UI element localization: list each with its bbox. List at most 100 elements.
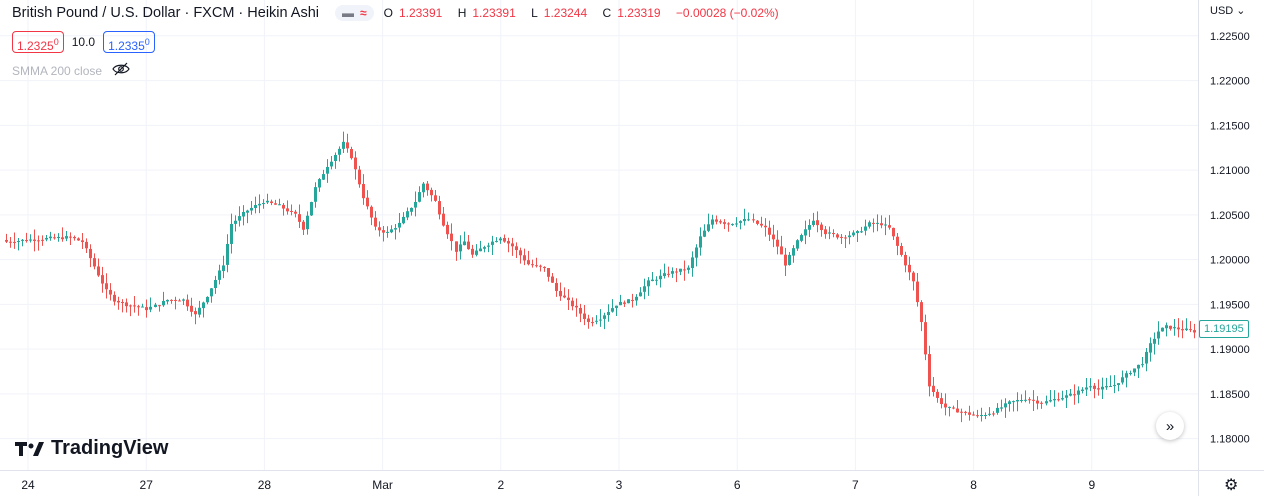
sell-price: 1.2325 [17, 39, 54, 53]
candle-body-up [611, 308, 614, 312]
symbol-title[interactable]: British Pound / U.S. Dollar · FXCM · Hei… [12, 5, 320, 21]
candle-body-down [1177, 327, 1180, 330]
candle-body-up [1081, 389, 1084, 391]
candle-body-down [113, 294, 116, 302]
time-tick-label: 2 [497, 478, 504, 492]
time-tick-label: Mar [372, 478, 393, 492]
tradingview-logo[interactable]: TradingView [15, 437, 168, 460]
candle-body-down [631, 299, 634, 301]
buy-button[interactable]: 1.23350 [103, 31, 155, 53]
scroll-to-realtime-button[interactable]: » [1156, 412, 1184, 440]
legend-toggle-pills[interactable]: ▬ ≈ [335, 5, 374, 21]
candle-body-down [511, 243, 514, 247]
candle-body-down [1028, 399, 1031, 401]
settings-gear-icon[interactable]: ⚙ [1224, 477, 1239, 494]
candle-body-down [836, 234, 839, 238]
candle-body-down [760, 223, 763, 226]
candle-body-up [422, 183, 425, 193]
candle-body-up [1085, 387, 1088, 390]
candle-body-up [1053, 399, 1056, 401]
candle-body-up [1133, 368, 1136, 373]
trade-panel: 1.23250 10.0 1.23350 [12, 31, 155, 53]
compare-wave-icon[interactable]: ≈ [360, 6, 367, 20]
candle-body-down [563, 295, 566, 298]
candle-body-up [394, 228, 397, 230]
candle-body-up [699, 236, 702, 248]
indicator-legend: SMMA 200 close [12, 62, 130, 79]
candle-body-up [731, 224, 734, 226]
candle-body-up [418, 192, 421, 202]
candle-body-up [487, 245, 490, 247]
time-tick-label: 8 [970, 478, 977, 492]
buy-price: 1.2335 [108, 39, 145, 53]
candle-body-down [85, 241, 88, 249]
minus-icon[interactable]: ▬ [342, 6, 355, 20]
candle-body-down [956, 408, 959, 413]
candle-body-down [446, 224, 449, 235]
candle-body-down [892, 227, 895, 237]
candle-body-up [1045, 401, 1048, 404]
time-tick-label: 6 [734, 478, 741, 492]
candle-body-up [603, 315, 606, 319]
spread-value: 10.0 [71, 35, 96, 49]
candle-body-down [515, 246, 518, 251]
candle-body-down [41, 239, 44, 241]
candle-body-up [1101, 386, 1104, 390]
candle-body-down [346, 142, 349, 149]
candle-body-up [1000, 407, 1003, 409]
candle-body-down [77, 238, 80, 241]
candle-body-down [924, 322, 927, 355]
candle-body-down [840, 236, 843, 238]
candle-body-up [406, 211, 409, 218]
candle-body-up [162, 300, 165, 306]
candle-body-up [258, 203, 261, 206]
candle-body-down [816, 220, 819, 226]
candle-body-up [238, 216, 241, 221]
candle-body-down [559, 290, 562, 297]
candle-body-up [1065, 395, 1068, 398]
candle-body-up [1121, 377, 1124, 383]
candle-body-up [1153, 338, 1156, 344]
candle-body-down [756, 220, 759, 224]
candle-body-down [1193, 330, 1196, 333]
time-tick-label: 28 [258, 478, 272, 492]
candle-body-up [1173, 327, 1176, 329]
eye-hidden-icon[interactable] [112, 62, 130, 79]
candle-body-up [792, 248, 795, 256]
candle-body-up [306, 215, 309, 230]
candle-body-up [599, 319, 602, 321]
candle-body-down [61, 237, 64, 240]
candle-body-up [410, 207, 413, 212]
candle-body-up [1117, 383, 1120, 386]
candle-body-up [1077, 390, 1080, 395]
candle-body-up [788, 254, 791, 265]
candle-body-down [535, 265, 538, 267]
candle-body-up [651, 279, 654, 282]
candle-body-up [330, 161, 333, 167]
candle-body-down [527, 260, 530, 265]
candle-body-up [398, 222, 401, 228]
candle-body-up [210, 288, 213, 297]
candle-body-up [29, 239, 32, 241]
candle-body-up [202, 302, 205, 309]
candle-body-up [800, 235, 803, 241]
currency-selector[interactable]: USD ⌄ [1210, 4, 1246, 17]
candle-body-up [254, 205, 257, 209]
candle-body-down [270, 201, 273, 204]
sell-button[interactable]: 1.23250 [12, 31, 64, 53]
candle-body-down [539, 265, 542, 267]
candle-body-down [960, 411, 963, 413]
candle-body-down [896, 236, 899, 246]
indicator-label[interactable]: SMMA 200 close [12, 63, 103, 78]
candle-body-up [1004, 403, 1007, 408]
chart-grid [0, 0, 1198, 470]
candle-body-up [166, 299, 169, 302]
candle-body-down [1032, 399, 1035, 401]
candle-body-up [808, 225, 811, 230]
candle-body-down [908, 264, 911, 273]
candle-body-up [984, 414, 987, 416]
candle-body-up [342, 141, 345, 149]
candle-body-down [467, 241, 470, 250]
candle-body-up [876, 222, 879, 224]
